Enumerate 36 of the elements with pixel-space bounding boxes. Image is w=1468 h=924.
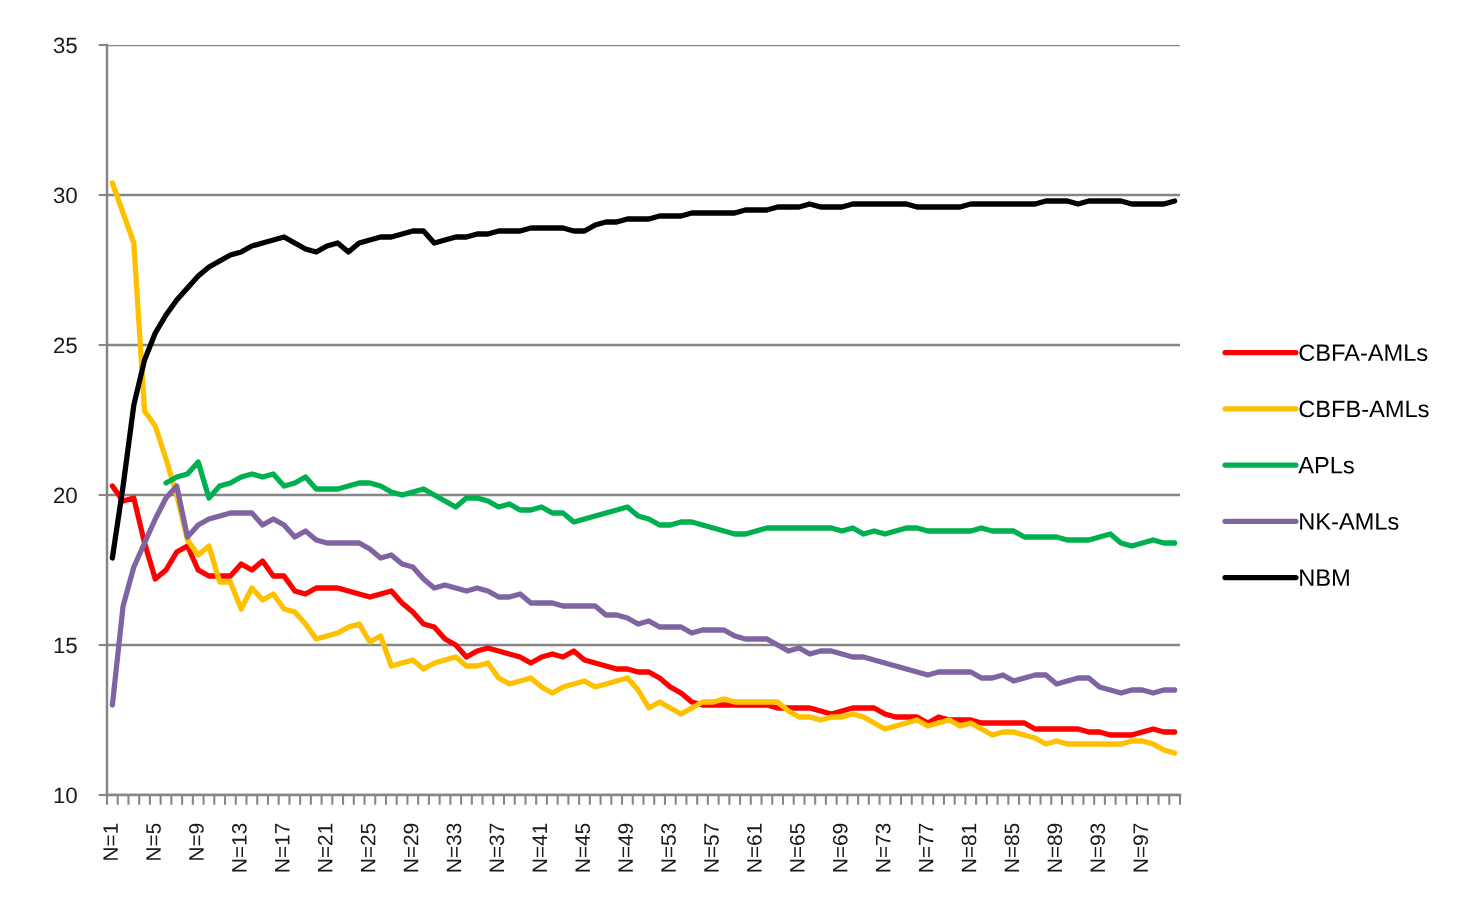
y-tick-label: 35: [53, 37, 77, 54]
x-tick-label: N=73: [875, 823, 891, 872]
x-tick-label: N=69: [832, 823, 848, 872]
legend-label: NBM: [1300, 569, 1349, 586]
x-tick-label: N=65: [789, 823, 805, 872]
y-tick-label: 10: [54, 787, 77, 804]
y-tick-label: 15: [54, 637, 77, 654]
legend-label: NK-AMLs: [1300, 513, 1399, 530]
x-tick-label: N=53: [661, 823, 676, 872]
x-tick-label: N=25: [360, 823, 376, 872]
x-tick-label: N=37: [489, 823, 505, 872]
y-tick-label: 30: [53, 187, 77, 204]
x-tick-label: N=5: [146, 823, 161, 860]
x-tick-label: N=89: [1047, 823, 1063, 872]
x-tick-label: N=9: [189, 823, 204, 860]
x-tick-label: N=45: [575, 823, 591, 872]
x-tick-label: N=81: [961, 823, 977, 872]
x-tick-label: N=61: [747, 823, 762, 872]
legend-label: CBFA-AMLs: [1299, 344, 1428, 362]
x-tick-label: N=1: [103, 823, 118, 860]
x-tick-label: N=49: [618, 823, 633, 872]
x-tick-label: N=13: [231, 823, 247, 872]
x-tick-label: N=85: [1004, 823, 1020, 872]
x-tick-label: N=21: [317, 823, 333, 872]
x-tick-label: N=29: [403, 823, 419, 872]
x-tick-label: N=97: [1133, 823, 1149, 872]
x-tick-label: N=57: [704, 823, 719, 872]
x-tick-label: N=41: [532, 823, 547, 872]
legend-label: CBFB-AMLs: [1299, 400, 1429, 418]
x-tick-label: N=33: [446, 823, 462, 872]
x-tick-label: N=93: [1090, 823, 1106, 872]
x-tick-label: N=17: [275, 823, 290, 872]
legend-label: APLs: [1298, 457, 1354, 474]
y-tick-label: 25: [54, 337, 77, 354]
y-tick-label: 20: [54, 487, 77, 504]
x-tick-label: N=77: [918, 823, 934, 872]
